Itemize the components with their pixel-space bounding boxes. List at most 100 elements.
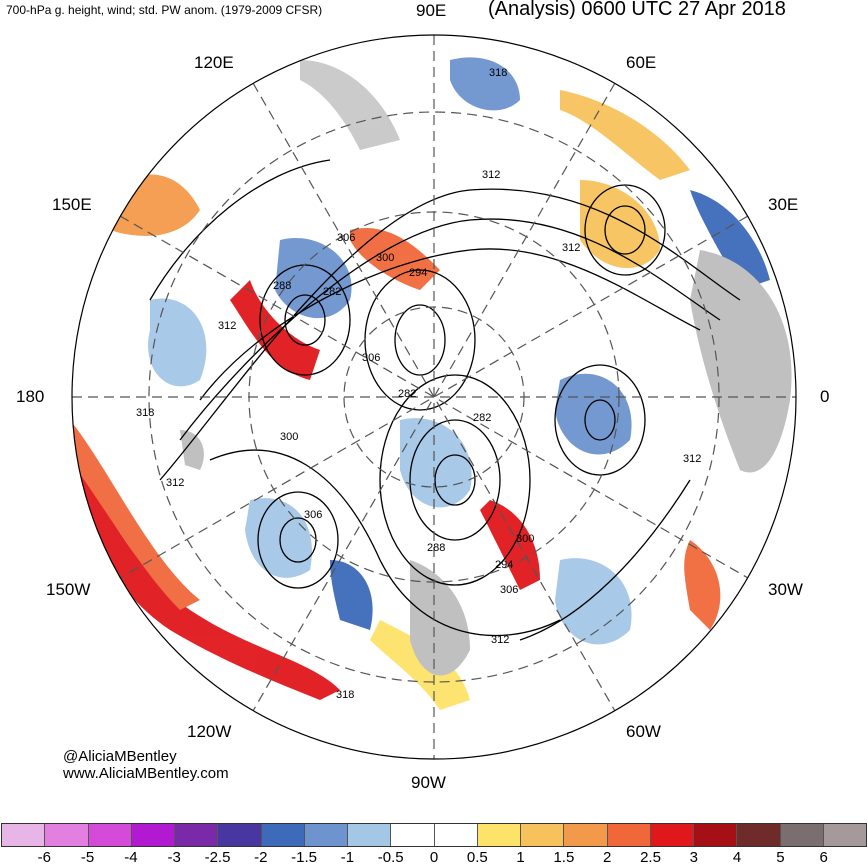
contour-label: 282 [398,388,416,400]
contour-label: 288 [273,280,291,292]
height-contour [409,419,501,541]
positive-anomaly-blob [480,500,540,590]
negative-anomaly-blob [450,57,520,111]
contour-label: 318 [489,67,507,79]
contour-label: 288 [427,542,445,554]
contour-label: 282 [473,412,491,424]
meridian-line [252,82,616,712]
positive-anomaly-blob [560,90,690,180]
contour-label: 294 [409,267,427,279]
negative-anomaly-blob [330,560,373,630]
longitude-label-180: 180 [16,387,45,406]
color-swatch [564,824,608,846]
contour-label: 300 [516,533,534,545]
map-title-left: 700-hPa g. height, wind; std. PW anom. (… [6,3,323,17]
color-scale-tick-label: 4 [732,849,742,866]
color-swatch [2,824,46,846]
color-scale-tick-label: -2 [254,849,268,866]
polar-stereographic-map: 318 312 306 300 294 288 282 312 282 282 … [71,34,797,760]
positive-anomaly-blob [350,228,440,290]
land-mass [690,250,792,473]
negative-anomaly-blob [275,238,352,319]
height-contour [394,304,446,376]
longitude-label-120w: 120W [187,722,232,741]
height-contour [584,184,666,276]
positive-anomaly-blob [684,540,721,630]
pw-anomaly-fields [72,57,792,710]
map-title-right: (Analysis) 0600 UTC 27 Apr 2018 [488,0,786,20]
color-swatch [780,824,824,846]
color-scale-tick-label: 6 [819,849,828,866]
contour-label: 306 [304,509,322,521]
longitude-label-30e: 30E [768,195,799,214]
land-mass [410,560,470,676]
color-scale-tick-label: -2.5 [204,849,231,866]
longitude-label-90w: 90W [411,773,446,792]
positive-anomaly-blob [370,620,470,710]
contour-label: 306 [337,232,355,244]
height-contour [434,454,476,506]
height-contour [584,399,616,441]
color-swatch [434,824,478,846]
color-scale-tick-label: -6 [37,849,51,866]
contour-label-group: 318 312 306 300 294 288 282 312 282 282 … [136,67,701,701]
color-scale-tick-label: -1.5 [291,849,318,866]
positive-anomaly-blob [72,420,200,610]
color-swatch [823,824,866,846]
color-scale-tick-label: -5 [80,849,95,866]
height-contour [604,205,646,255]
longitude-label-150w: 150W [46,580,91,599]
height-contour [379,374,531,586]
contour-label: 312 [166,477,184,489]
color-scale-tick-label: 2.5 [640,849,661,866]
negative-anomaly-blob [148,298,207,387]
color-swatch [304,824,348,846]
positive-anomaly-blob [230,280,320,380]
contour-label: 306 [362,352,380,364]
height-contour [159,188,741,481]
color-swatch [218,824,262,846]
color-scale-tick-label: -0.5 [377,849,404,866]
color-swatch [391,824,435,846]
contour-label: 306 [500,584,518,596]
color-swatch [650,824,694,846]
color-scale-tick-label: 0.5 [466,849,488,866]
color-swatch [607,824,651,846]
contour-label: 312 [218,320,236,332]
credit-website: www.AliciaMBentley.com [63,765,229,782]
color-scale-tick-label: -3 [167,849,181,866]
color-scale-tick-label: 1.5 [553,849,575,866]
contour-label: 312 [482,169,500,181]
color-swatch [131,824,175,846]
meridian-line [119,215,749,579]
color-swatch [694,824,738,846]
height-contour [284,294,326,346]
color-scale-tick-label: -1 [340,849,355,866]
meridian-line [252,82,616,712]
color-scale-tick-label: 0 [429,849,439,866]
color-swatch [261,824,305,846]
land-mass [180,430,204,470]
height-contour [149,159,331,301]
contour-label: 300 [376,252,394,264]
negative-anomaly-blob [555,373,632,455]
color-swatch [737,824,781,846]
graticule [72,35,796,759]
contour-label: 282 [323,286,341,298]
contour-label: 312 [562,242,580,254]
contour-label: 312 [683,453,701,465]
color-swatch [521,824,565,846]
longitude-label-150e: 150E [52,195,92,214]
map-border [71,34,797,760]
height-contour [519,479,691,641]
longitude-label-60e: 60E [626,53,657,72]
height-contour [209,449,561,637]
negative-anomaly-blob [690,190,770,290]
color-swatch [348,824,392,846]
color-scale-tick-label: 1 [516,849,525,866]
contour-label: 318 [336,689,354,701]
color-swatch [477,824,521,846]
credit-handle: @AliciaMBentley [63,748,177,765]
color-scale-ticks: -6 -5 -4 -3 -2.5 -2 -1.5 -1 -0.5 0 0.5 1 1.5 2 2.5 3 4 5 6 [1,849,867,866]
